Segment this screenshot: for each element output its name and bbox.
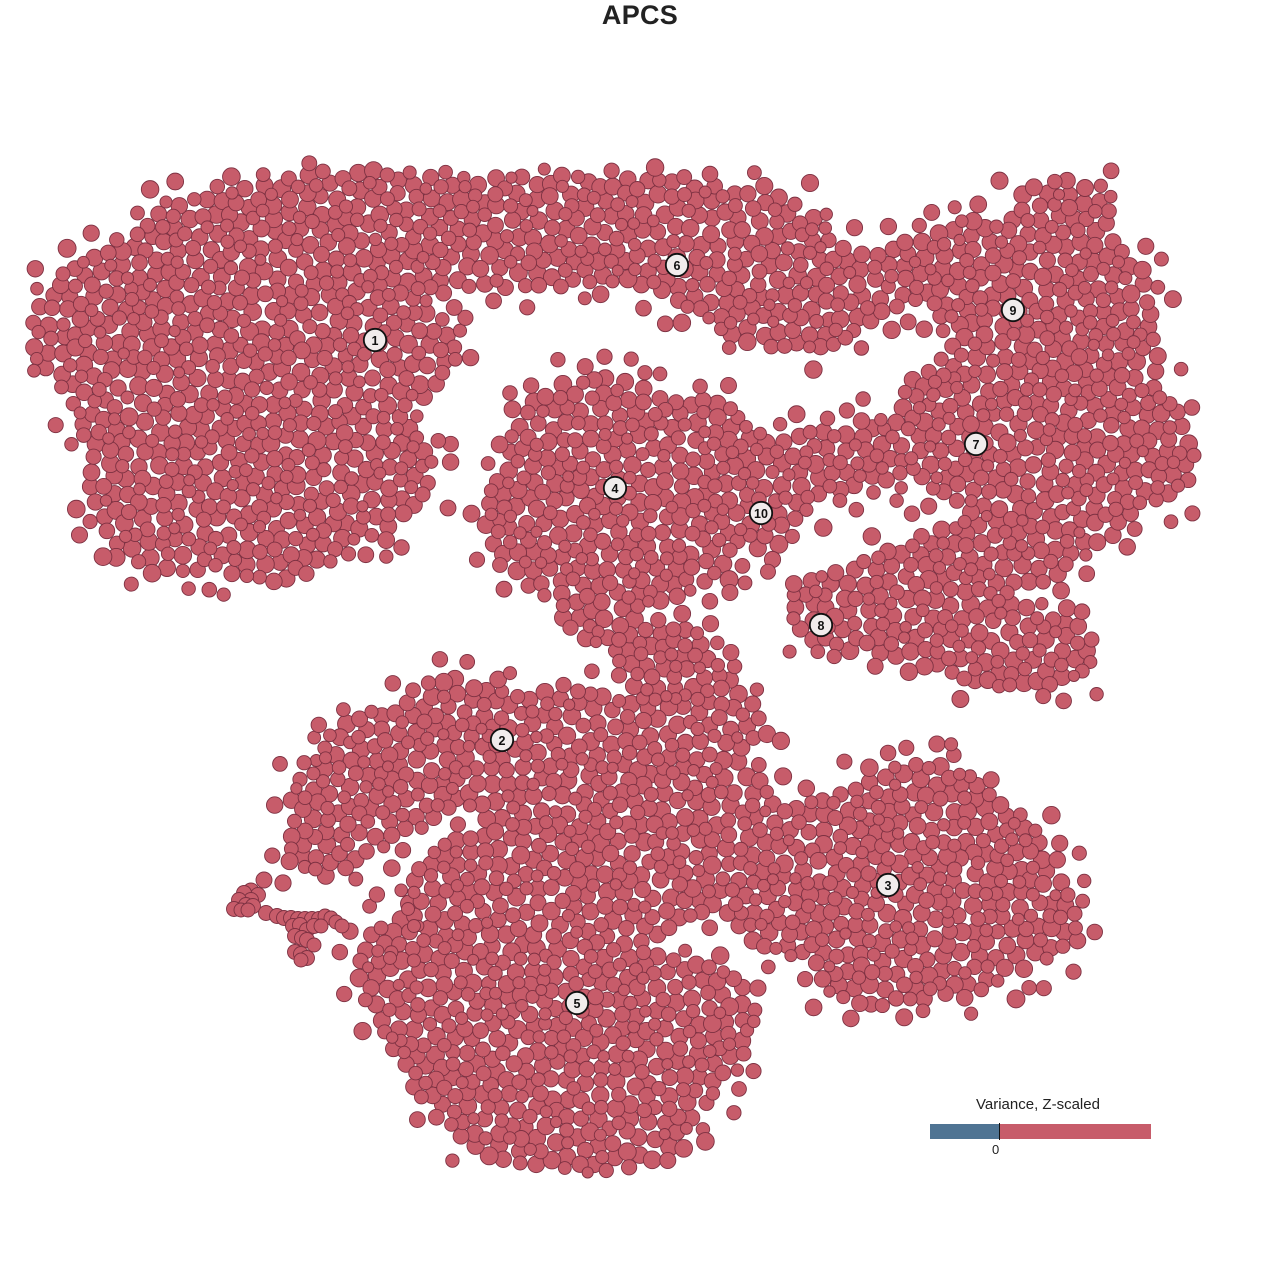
svg-text:5: 5 bbox=[574, 997, 581, 1011]
svg-text:7: 7 bbox=[973, 438, 980, 452]
svg-text:1: 1 bbox=[372, 334, 379, 348]
svg-text:6: 6 bbox=[674, 259, 681, 273]
svg-text:2: 2 bbox=[499, 734, 506, 748]
svg-text:4: 4 bbox=[612, 482, 619, 496]
svg-text:3: 3 bbox=[885, 879, 892, 893]
svg-text:10: 10 bbox=[754, 507, 768, 521]
svg-text:9: 9 bbox=[1010, 304, 1017, 318]
svg-text:8: 8 bbox=[818, 619, 825, 633]
